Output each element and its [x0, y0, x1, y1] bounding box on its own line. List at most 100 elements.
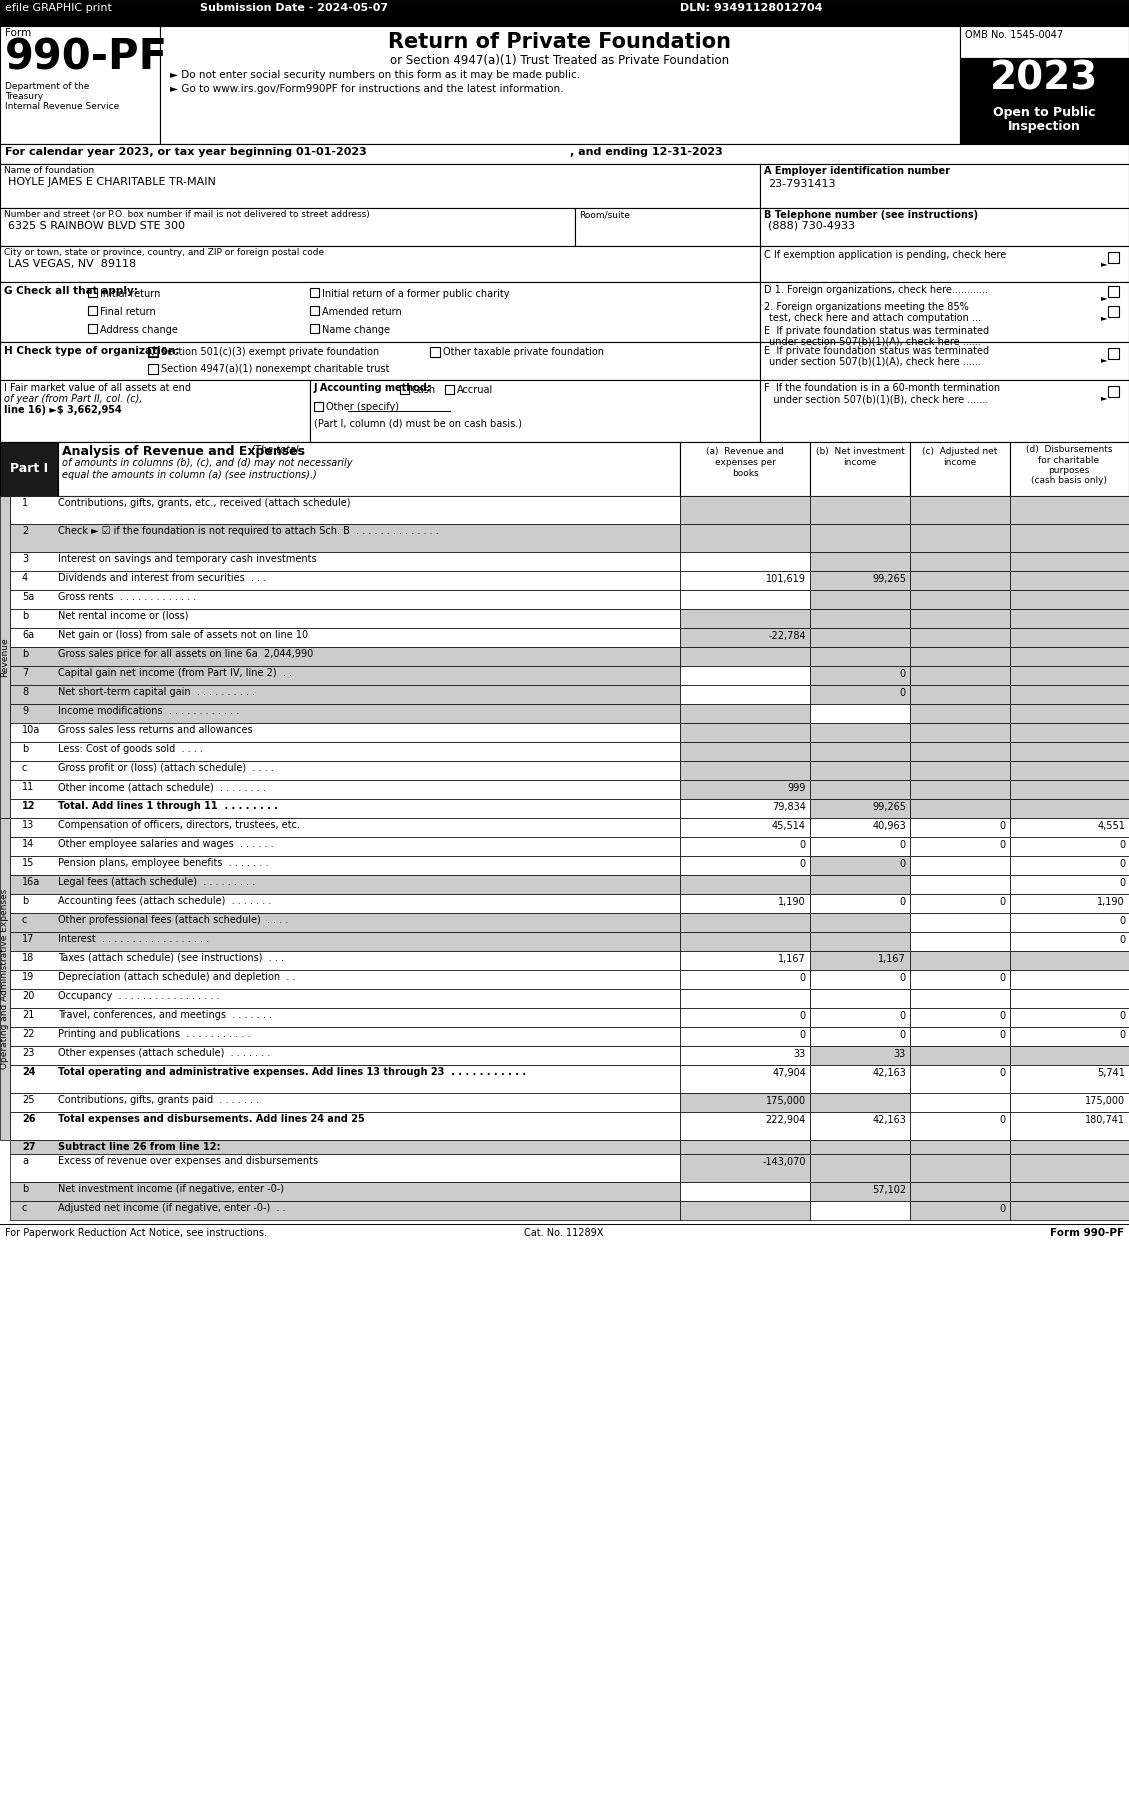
Bar	[910, 665, 1010, 685]
Text: 0: 0	[900, 1010, 905, 1021]
Bar	[680, 647, 809, 665]
Text: Gross profit or (loss) (attach schedule)  . . . .: Gross profit or (loss) (attach schedule)…	[58, 762, 273, 773]
Bar	[809, 552, 910, 572]
Text: (c)  Adjusted net: (c) Adjusted net	[922, 448, 998, 457]
Text: (b)  Net investment: (b) Net investment	[815, 448, 904, 457]
Text: under section 507(b)(1)(B), check here .......: under section 507(b)(1)(B), check here .…	[764, 394, 988, 405]
Bar	[10, 610, 680, 628]
Bar	[910, 1064, 1010, 1093]
Bar	[680, 780, 809, 798]
Bar	[1010, 913, 1129, 931]
Text: 0: 0	[1119, 859, 1124, 868]
Bar	[310, 306, 320, 315]
Text: 42,163: 42,163	[872, 1115, 905, 1126]
Bar	[680, 876, 809, 894]
Bar	[10, 572, 680, 590]
Bar	[1108, 387, 1119, 397]
Bar	[88, 324, 97, 333]
Bar	[809, 761, 910, 780]
Text: E  If private foundation status was terminated: E If private foundation status was termi…	[764, 345, 989, 356]
Bar	[809, 1154, 910, 1181]
Bar	[1010, 798, 1129, 818]
Text: Form: Form	[5, 29, 32, 38]
Text: purposes: purposes	[1049, 466, 1089, 475]
Bar	[910, 705, 1010, 723]
Text: Number and street (or P.O. box number if mail is not delivered to street address: Number and street (or P.O. box number if…	[5, 210, 370, 219]
Bar	[0, 164, 760, 209]
Text: 999: 999	[788, 782, 806, 793]
Text: 0: 0	[1000, 1068, 1006, 1079]
Bar	[10, 628, 680, 647]
Bar	[680, 1093, 809, 1111]
Text: c: c	[21, 762, 27, 773]
Bar	[680, 610, 809, 628]
Bar	[10, 1201, 680, 1221]
Bar	[760, 342, 1129, 379]
Text: Other expenses (attach schedule)  . . . . . . .: Other expenses (attach schedule) . . . .…	[58, 1048, 270, 1057]
Text: , and ending 12-31-2023: , and ending 12-31-2023	[570, 147, 723, 156]
Bar	[809, 838, 910, 856]
Text: H Check type of organization:: H Check type of organization:	[5, 345, 180, 356]
Bar	[809, 780, 910, 798]
Bar	[0, 442, 58, 496]
Text: Income modifications  . . . . . . . . . . . .: Income modifications . . . . . . . . . .…	[58, 707, 239, 716]
Bar	[809, 1064, 910, 1093]
Text: 2: 2	[21, 527, 28, 536]
Bar	[809, 1201, 910, 1221]
Text: 99,265: 99,265	[872, 802, 905, 813]
Text: 0: 0	[799, 840, 806, 850]
Text: Submission Date - 2024-05-07: Submission Date - 2024-05-07	[200, 4, 388, 13]
Bar	[680, 931, 809, 951]
Text: 180,741: 180,741	[1085, 1115, 1124, 1126]
Bar	[910, 989, 1010, 1009]
Bar	[760, 209, 1129, 246]
Bar	[809, 989, 910, 1009]
Text: 0: 0	[799, 859, 806, 868]
Text: Operating and Administrative Expenses: Operating and Administrative Expenses	[0, 888, 9, 1070]
Bar	[1010, 705, 1129, 723]
Text: ☑: ☑	[148, 347, 159, 360]
Bar	[910, 951, 1010, 969]
Text: Subtract line 26 from line 12:: Subtract line 26 from line 12:	[58, 1142, 220, 1153]
Bar	[0, 25, 160, 144]
Text: 33: 33	[894, 1048, 905, 1059]
Text: -22,784: -22,784	[769, 631, 806, 642]
Bar	[10, 761, 680, 780]
Bar	[10, 1027, 680, 1046]
Text: for charitable: for charitable	[1039, 457, 1100, 466]
Bar	[88, 288, 97, 297]
Bar	[680, 1009, 809, 1027]
Text: 23-7931413: 23-7931413	[768, 180, 835, 189]
Bar	[10, 1009, 680, 1027]
Text: 14: 14	[21, 840, 34, 849]
Bar	[680, 818, 809, 838]
Text: HOYLE JAMES E CHARITABLE TR-MAIN: HOYLE JAMES E CHARITABLE TR-MAIN	[8, 176, 216, 187]
Bar	[910, 856, 1010, 876]
Bar	[960, 102, 1129, 144]
Bar	[58, 442, 680, 496]
Text: ► Do not enter social security numbers on this form as it may be made public.: ► Do not enter social security numbers o…	[170, 70, 580, 79]
Bar	[809, 665, 910, 685]
Bar	[910, 838, 1010, 856]
Text: 12: 12	[21, 800, 35, 811]
Bar	[0, 246, 760, 282]
Text: 0: 0	[1119, 915, 1124, 926]
Bar	[1108, 349, 1119, 360]
Bar	[1010, 665, 1129, 685]
Bar	[10, 1046, 680, 1064]
Text: Treasury: Treasury	[5, 92, 43, 101]
Text: line 16) ►$ 3,662,954: line 16) ►$ 3,662,954	[5, 405, 122, 415]
Bar	[910, 628, 1010, 647]
Bar	[310, 288, 320, 297]
Text: Other employee salaries and wages  . . . . . .: Other employee salaries and wages . . . …	[58, 840, 273, 849]
Text: For calendar year 2023, or tax year beginning 01-01-2023: For calendar year 2023, or tax year begi…	[5, 147, 367, 156]
Bar	[680, 705, 809, 723]
Text: 0: 0	[900, 669, 905, 680]
Text: Net investment income (if negative, enter -0-): Net investment income (if negative, ente…	[58, 1185, 285, 1194]
Bar	[680, 685, 809, 705]
Bar	[1010, 572, 1129, 590]
Text: Check ► ☑ if the foundation is not required to attach Sch. B  . . . . . . . . . : Check ► ☑ if the foundation is not requi…	[58, 527, 439, 536]
Text: 0: 0	[1119, 877, 1124, 888]
Text: Taxes (attach schedule) (see instructions)  . . .: Taxes (attach schedule) (see instruction…	[58, 953, 285, 964]
Bar	[10, 590, 680, 610]
